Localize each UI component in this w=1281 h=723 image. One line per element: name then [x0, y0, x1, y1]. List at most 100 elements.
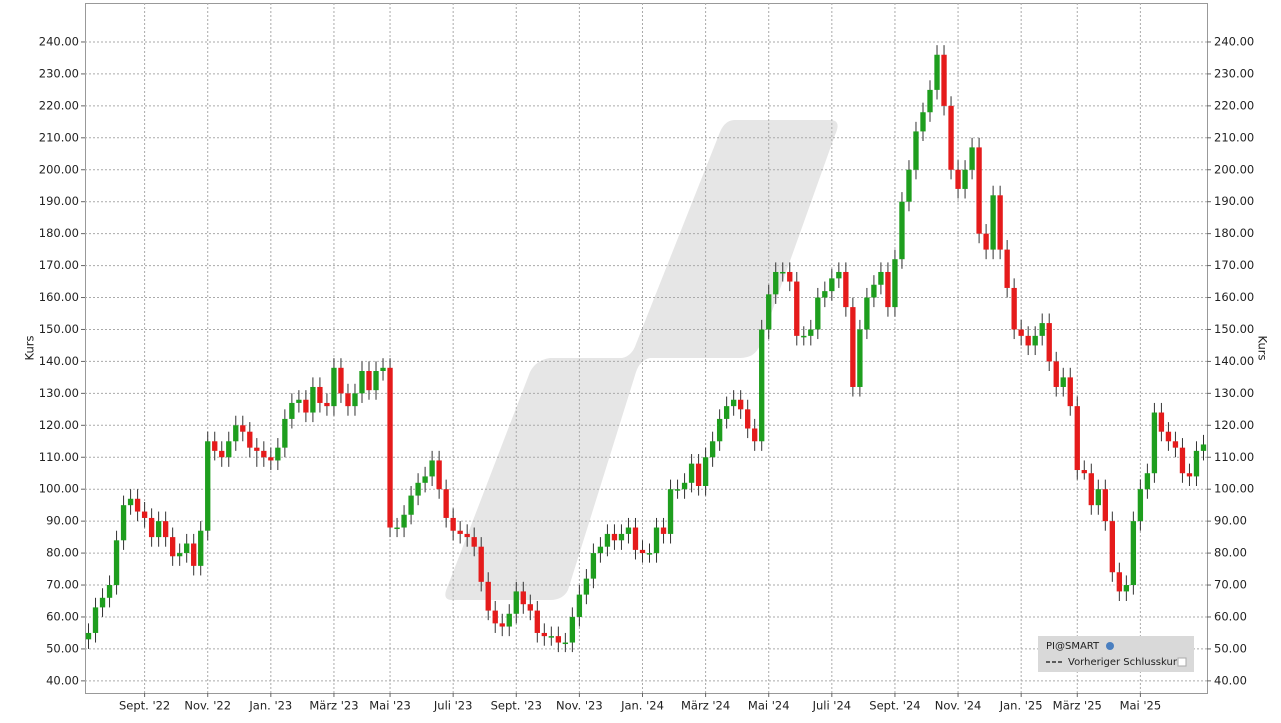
candle-body: [492, 610, 498, 624]
candle-body: [780, 271, 786, 274]
candle-body: [401, 514, 407, 528]
x-tick-label: Sept. '22: [119, 699, 170, 713]
candle-body: [99, 597, 106, 608]
y2-tick-label: 150.00: [1214, 322, 1254, 336]
candle-body: [646, 553, 653, 555]
candle-body: [1025, 335, 1031, 346]
candle-body: [976, 147, 982, 234]
x-tick-label: Mai '24: [748, 699, 790, 713]
candle-body: [457, 530, 463, 534]
candle-body: [906, 169, 912, 202]
y2-tick-label: 70.00: [1214, 578, 1247, 592]
y2-tick-label: 220.00: [1214, 98, 1254, 112]
x-tick-label: Jan. '24: [620, 699, 664, 713]
candle-body: [674, 489, 681, 491]
legend-box: [1038, 636, 1194, 672]
y2-tick-label: 140.00: [1214, 354, 1254, 368]
candle-body: [667, 489, 674, 534]
candle-body: [106, 585, 113, 598]
candle-body: [1123, 585, 1130, 592]
legend-label: Vorheriger Schlusskurs: [1068, 657, 1182, 668]
x-tick-label: Jan. '25: [999, 699, 1043, 713]
candle-body: [843, 271, 849, 308]
y-tick-label: 50.00: [46, 641, 79, 655]
x-tick-label: März '24: [681, 699, 730, 713]
candle-body: [611, 533, 618, 541]
candle-body: [212, 441, 218, 451]
candle-body: [1193, 450, 1200, 477]
candle-body: [1186, 473, 1193, 477]
candles: [85, 45, 1207, 653]
y-axis-label: Kurs: [23, 336, 37, 361]
y2-tick-label: 40.00: [1214, 673, 1247, 687]
legend-checkbox[interactable]: [1177, 657, 1187, 667]
x-tick-label: März '25: [1053, 699, 1102, 713]
candle-body: [808, 329, 814, 336]
candle-body: [1200, 444, 1207, 451]
candle-body: [373, 371, 379, 391]
y-tick-label: 80.00: [46, 546, 79, 560]
candle-body: [660, 527, 667, 534]
x-tick-label: Nov. '23: [556, 699, 603, 713]
y-tick-label: 60.00: [46, 609, 79, 623]
y2-tick-label: 110.00: [1214, 450, 1254, 464]
candle-body: [1046, 323, 1052, 362]
y-tick-label: 130.00: [39, 386, 79, 400]
candle-body: [177, 553, 183, 557]
candle-body: [632, 527, 639, 550]
candle-body: [948, 105, 954, 170]
candle-body: [941, 54, 947, 106]
candle-body: [688, 463, 695, 483]
candle-body: [198, 530, 204, 566]
candle-body: [324, 402, 330, 407]
candle-body: [184, 543, 190, 554]
y-tick-label: 150.00: [39, 322, 79, 336]
y-tick-label: 190.00: [39, 194, 79, 208]
y2-tick-label: 80.00: [1214, 546, 1247, 560]
candle-body: [240, 425, 246, 432]
candle-body: [709, 441, 716, 458]
candle-body: [997, 195, 1003, 250]
legend-label: PI@SMART: [1046, 641, 1100, 652]
candle-body: [745, 409, 751, 429]
candle-body: [254, 447, 260, 451]
candle-body: [892, 259, 898, 308]
y2-tick-label: 120.00: [1214, 418, 1254, 432]
candle-body: [485, 581, 491, 611]
candle-body: [1158, 412, 1165, 432]
candle-body: [597, 546, 604, 554]
candle-body: [296, 399, 302, 403]
y-tick-label: 120.00: [39, 418, 79, 432]
candle-body: [562, 642, 569, 645]
candle-body: [878, 271, 884, 285]
candle-body: [85, 632, 92, 640]
candle-body: [576, 594, 583, 617]
candle-body: [990, 195, 996, 250]
candle-body: [499, 623, 505, 627]
candle-body: [1130, 521, 1137, 586]
candle-body: [548, 636, 554, 638]
candle-body: [885, 271, 891, 308]
candle-body: [366, 371, 372, 391]
candle-body: [653, 527, 660, 554]
y-tick-label: 210.00: [39, 130, 79, 144]
candle-body: [983, 233, 989, 250]
x-tick-label: Nov. '24: [935, 699, 982, 713]
y2-tick-label: 190.00: [1214, 194, 1254, 208]
candle-body: [857, 329, 863, 387]
candle-body: [1060, 377, 1066, 387]
candle-body: [1053, 361, 1059, 387]
y2-tick-label: 90.00: [1214, 514, 1247, 528]
candle-body: [380, 367, 386, 371]
y2-axis-label: Kurs: [1256, 336, 1270, 361]
candle-body: [1095, 489, 1101, 506]
candle-body: [120, 505, 127, 541]
candle-body: [429, 460, 435, 477]
candle-body: [464, 533, 470, 538]
candle-body: [387, 367, 393, 528]
candle-body: [1102, 489, 1108, 522]
candle-body: [261, 450, 267, 458]
candle-body: [738, 399, 744, 410]
candle-body: [1081, 470, 1087, 474]
candle-body: [1179, 447, 1186, 474]
